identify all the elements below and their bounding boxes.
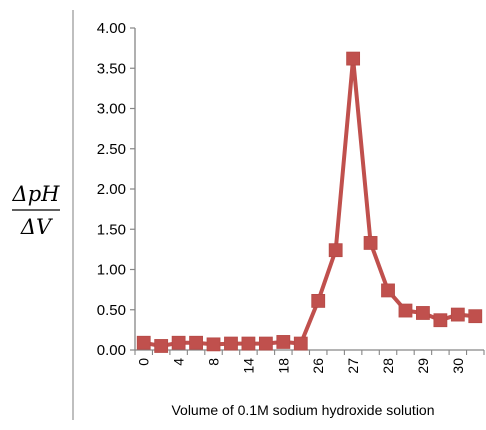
x-tick-label: 4 — [171, 358, 187, 366]
y-tick-label: 1.50 — [97, 221, 126, 238]
series-line-path — [143, 56, 476, 348]
axes — [134, 28, 484, 351]
data-point — [398, 303, 413, 318]
data-point — [363, 236, 378, 250]
x-tick-label: 8 — [206, 358, 222, 366]
data-point — [136, 335, 151, 350]
x-tick-label: 29 — [415, 358, 431, 374]
data-point — [346, 51, 361, 66]
data-point — [224, 336, 238, 351]
data-point — [241, 336, 256, 351]
x-tick-label: 0 — [136, 358, 152, 366]
data-point — [468, 309, 483, 324]
data-point — [171, 335, 186, 350]
data-point — [206, 337, 221, 352]
data-point — [154, 339, 169, 353]
y-axis-label-denominator: ΔV — [20, 215, 53, 239]
data-point — [328, 243, 343, 258]
x-tick-label: 27 — [345, 358, 361, 374]
y-tick-label: 3.50 — [97, 60, 126, 77]
y-axis-ticks: 0.00 0.50 1.00 1.50 2.00 2.50 3.00 3.50 4.00 — [97, 20, 135, 359]
y-axis-label: ΔpH ΔV — [12, 182, 61, 239]
x-tick-label: 28 — [380, 358, 396, 374]
y-tick-label: 2.00 — [97, 181, 126, 198]
x-tick-label: 14 — [240, 358, 256, 374]
data-point — [311, 293, 326, 308]
data-point — [381, 283, 395, 298]
x-tick-label: 26 — [310, 358, 326, 374]
x-tick-label: 18 — [275, 358, 291, 374]
data-point — [258, 336, 273, 351]
y-tick-label: 0.00 — [97, 342, 126, 359]
series-line — [136, 51, 483, 353]
data-point — [189, 335, 203, 350]
data-point — [293, 336, 308, 351]
y-tick-label: 1.00 — [97, 262, 126, 279]
x-axis-label: Volume of 0.1M sodium hydroxide solution — [171, 402, 434, 418]
y-axis-label-numerator: ΔpH — [12, 182, 61, 206]
x-axis-ticks: 0 4 8 14 18 26 27 28 29 30 — [134, 350, 485, 374]
y-tick-label: 4.00 — [97, 20, 126, 37]
y-tick-label: 0.50 — [97, 302, 126, 319]
y-tick-label: 3.00 — [97, 101, 126, 118]
data-point — [450, 307, 465, 322]
data-point — [416, 306, 430, 320]
data-point — [433, 313, 448, 328]
x-tick-label: 30 — [450, 358, 466, 374]
y-tick-label: 2.50 — [97, 141, 126, 158]
data-point — [276, 335, 291, 349]
